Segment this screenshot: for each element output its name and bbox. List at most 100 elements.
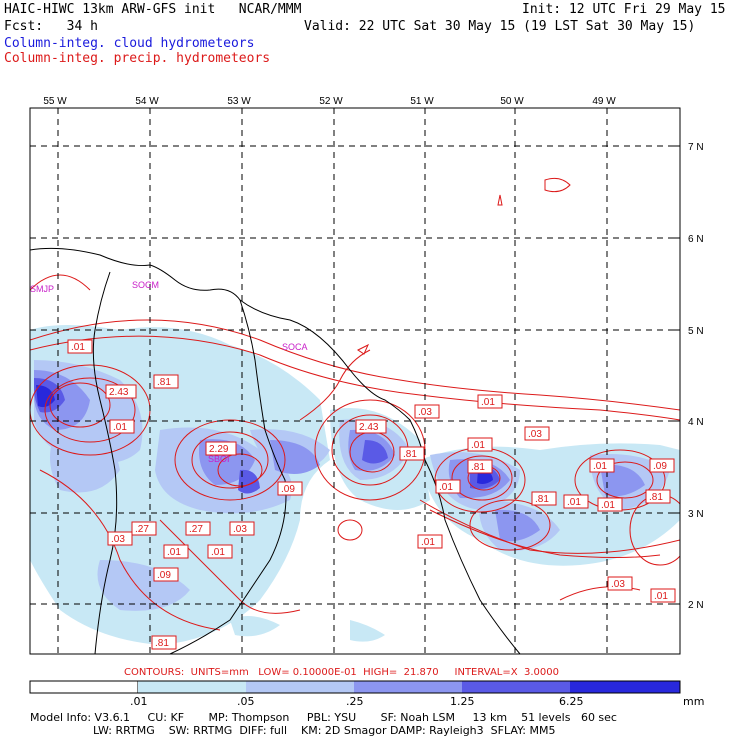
contour-label-box: [109, 419, 135, 434]
station-label: SOCA: [282, 342, 308, 352]
contour-label: .01: [601, 500, 615, 511]
contour-label: 2.29: [209, 444, 229, 455]
model-info-line2: LW: RRTMG SW: RRTMG DIFF: full KM: 2D Sm…: [30, 724, 556, 737]
contour-label-box: [185, 521, 211, 536]
contour-label-box: [467, 437, 493, 452]
contour-label-box: [589, 458, 615, 473]
colorbar-bin: [462, 681, 570, 693]
contour-label: .03: [233, 524, 247, 535]
contour-info: CONTOURS: UNITS=mm LOW= 0.10000E-01 HIGH…: [124, 667, 559, 678]
contour-label-box: [563, 494, 589, 509]
contour-label: .01: [471, 440, 485, 451]
lat-label: 4 N: [688, 417, 704, 428]
contour-label-box: [107, 531, 133, 546]
colorbar-bin: [138, 681, 246, 693]
contour-label: .01: [421, 537, 435, 548]
colorbar-bin: [29, 680, 139, 694]
contour-label-box: [607, 576, 633, 591]
contour-label-box: [151, 635, 177, 650]
colorbar-bin: [570, 681, 680, 693]
colorbar-tick: .05: [237, 695, 255, 708]
contour-label-box: [205, 441, 237, 456]
contour-label: .81: [649, 492, 663, 503]
contour-label-box: [153, 374, 179, 389]
contour-label: .27: [135, 524, 149, 535]
lon-label: 55 W: [43, 96, 67, 107]
colorbar-tick: 1.25: [450, 695, 475, 708]
contour-label-box: [355, 419, 387, 434]
contour-label-box: [153, 567, 179, 582]
lat-lon-grid: [30, 108, 680, 654]
colorbar: [29, 680, 681, 694]
contour-label: .81: [471, 462, 485, 473]
lon-label: 52 W: [319, 96, 343, 107]
contour-label: .81: [155, 638, 169, 649]
contour-label: .03: [111, 534, 125, 545]
contour-label: 2.43: [109, 387, 129, 398]
contour-label: .09: [157, 570, 171, 581]
colorbar-bin: [354, 681, 462, 693]
contour-label: .09: [653, 461, 667, 472]
lon-label: 50 W: [500, 96, 524, 107]
map-frame: [29, 107, 681, 655]
contour-label-box: [105, 384, 137, 399]
model-title: HAIC-HIWC 13km ARW-GFS init NCAR/MMM: [4, 2, 302, 17]
field-precip-label: Column-integ. precip. hydrometeors: [4, 51, 271, 66]
contour-label: .81: [157, 377, 171, 388]
contour-label: .09: [281, 484, 295, 495]
contour-label-box: [645, 489, 671, 504]
contour-label: .01: [167, 547, 181, 558]
contour-label: .03: [528, 429, 542, 440]
field-cloud-label: Column-integ. cloud hydrometeors: [4, 36, 255, 51]
contour-layer: [30, 177, 680, 631]
contour-label: .01: [71, 342, 85, 353]
contour-label-box: [524, 426, 550, 441]
station-label: SMJP: [30, 284, 54, 294]
contour-label-box: [414, 404, 440, 419]
contour-label: 2.43: [359, 422, 379, 433]
contour-label: .01: [567, 497, 581, 508]
tick-marks: [57, 108, 680, 605]
contour-label-box: [531, 491, 557, 506]
lat-label: 2 N: [688, 600, 704, 611]
contour-label-box: [435, 479, 461, 494]
model-info-line1: Model Info: V3.6.1 CU: KF MP: Thompson P…: [30, 711, 617, 724]
contour-label-box: [477, 394, 503, 409]
colorbar-tick: .25: [346, 695, 364, 708]
contour-label: .81: [403, 449, 417, 460]
lon-label: 49 W: [592, 96, 616, 107]
contour-label-box: [163, 544, 189, 559]
lon-label: 51 W: [410, 96, 434, 107]
contour-label-box: [131, 521, 157, 536]
colorbar-bin: [246, 681, 354, 693]
contour-label-box: [399, 446, 425, 461]
colorbar-tick: 6.25: [559, 695, 584, 708]
contour-label: .27: [189, 524, 203, 535]
contour-label-box: [417, 534, 443, 549]
contour-label-box: [229, 521, 255, 536]
colorbar-unit: mm: [683, 695, 705, 708]
lat-label: 7 N: [688, 142, 704, 153]
contour-label: .01: [654, 591, 668, 602]
contour-label: .01: [439, 482, 453, 493]
contour-label: .01: [113, 422, 127, 433]
contour-labels: .01 2.43 .81 .03 .01 2.43 .01 .03 2.29 .81 .01 .81.…: [67, 339, 676, 650]
lon-label: 53 W: [227, 96, 251, 107]
station-label: SOCM: [132, 280, 159, 290]
init-time: Init: 12 UTC Fri 29 May 15: [522, 2, 726, 17]
contour-label-box: [67, 339, 93, 354]
shading-layer: [30, 325, 680, 645]
contour-label: .03: [418, 407, 432, 418]
contour-label: .01: [481, 397, 495, 408]
contour-label: .01: [593, 461, 607, 472]
forecast-hour: Fcst: 34 h: [4, 19, 98, 34]
contour-label-box: [597, 497, 623, 512]
station-label: SBOI: [208, 454, 230, 464]
contour-label: .81: [535, 494, 549, 505]
lon-label: 54 W: [135, 96, 159, 107]
contour-label-box: [650, 588, 676, 603]
contour-label: .03: [611, 579, 625, 590]
valid-time: Valid: 22 UTC Sat 30 May 15 (19 LST Sat …: [304, 19, 696, 34]
lat-label: 6 N: [688, 234, 704, 245]
